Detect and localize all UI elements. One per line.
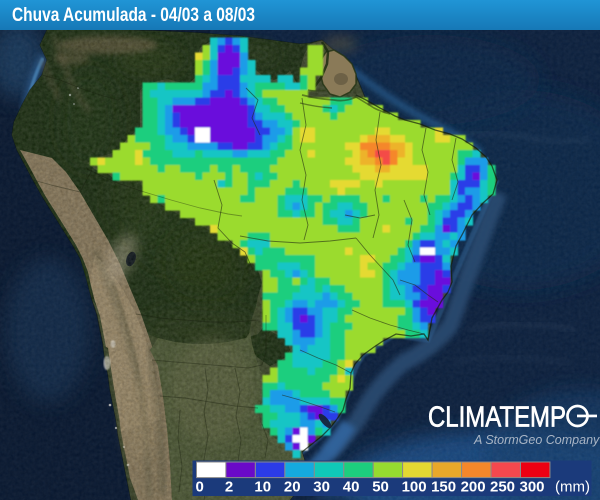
svg-text:20: 20 (284, 479, 301, 496)
svg-text:(mm): (mm) (555, 479, 590, 496)
svg-text:40: 40 (343, 479, 360, 496)
svg-text:50: 50 (372, 479, 389, 496)
svg-text:CLIMATEMP: CLIMATEMP (428, 402, 566, 434)
svg-text:150: 150 (431, 479, 456, 496)
svg-text:2: 2 (225, 479, 233, 496)
svg-text:30: 30 (313, 479, 330, 496)
svg-text:250: 250 (490, 479, 515, 496)
svg-text:300: 300 (520, 479, 545, 496)
svg-text:10: 10 (254, 479, 271, 496)
svg-text:A StormGeo Company: A StormGeo Company (473, 433, 600, 447)
svg-text:0: 0 (196, 479, 204, 496)
svg-text:200: 200 (461, 479, 486, 496)
svg-text:100: 100 (402, 479, 427, 496)
